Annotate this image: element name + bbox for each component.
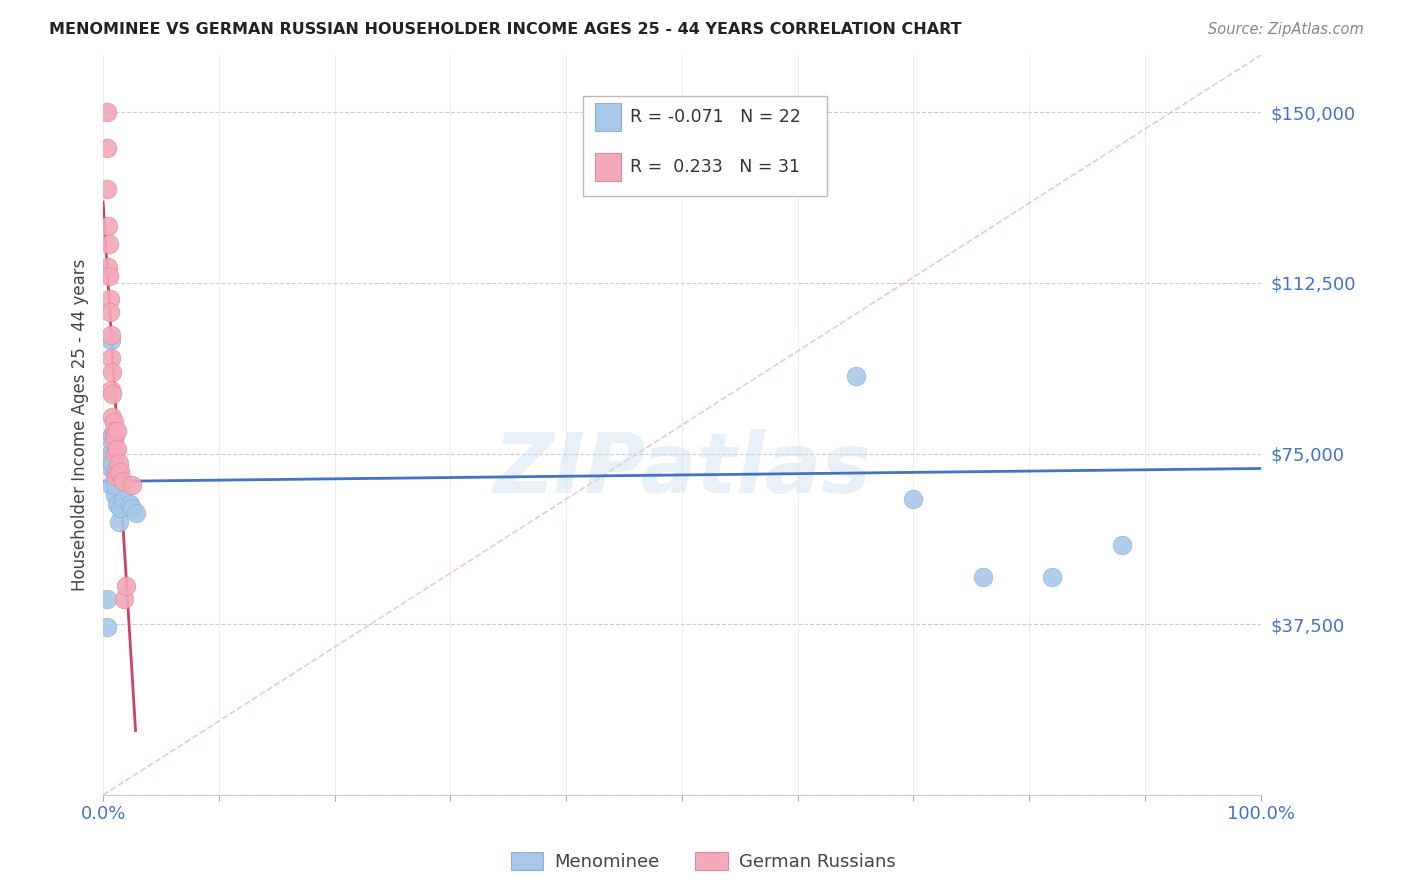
Point — [98, 460, 121, 475]
Point — [104, 487, 127, 501]
Point — [101, 456, 124, 470]
Point — [1111, 538, 1133, 552]
Point — [97, 219, 120, 233]
Y-axis label: Householder Income Ages 25 - 44 years: Householder Income Ages 25 - 44 years — [72, 259, 89, 591]
Point — [96, 105, 118, 120]
Point — [121, 501, 143, 516]
Point — [104, 465, 127, 479]
Point — [108, 456, 131, 470]
Point — [104, 428, 127, 442]
Point — [101, 410, 124, 425]
Text: R = -0.071   N = 22: R = -0.071 N = 22 — [630, 108, 800, 127]
Point — [103, 424, 125, 438]
Point — [100, 451, 122, 466]
Point — [101, 428, 124, 442]
Point — [105, 424, 128, 438]
Point — [903, 492, 925, 507]
Text: MENOMINEE VS GERMAN RUSSIAN HOUSEHOLDER INCOME AGES 25 - 44 YEARS CORRELATION CH: MENOMINEE VS GERMAN RUSSIAN HOUSEHOLDER … — [49, 22, 962, 37]
Bar — [595, 103, 620, 131]
Point — [101, 387, 124, 401]
Point — [105, 497, 128, 511]
Point — [104, 446, 127, 460]
Point — [108, 515, 131, 529]
Point — [104, 469, 127, 483]
Text: R =  0.233   N = 31: R = 0.233 N = 31 — [630, 158, 800, 176]
Point — [110, 501, 132, 516]
Point — [98, 292, 121, 306]
Point — [103, 465, 125, 479]
Point — [96, 182, 118, 196]
Point — [100, 333, 122, 347]
Point — [100, 433, 122, 447]
Point — [100, 383, 122, 397]
Point — [112, 592, 135, 607]
Point — [124, 506, 146, 520]
Text: Source: ZipAtlas.com: Source: ZipAtlas.com — [1208, 22, 1364, 37]
Legend: Menominee, German Russians: Menominee, German Russians — [503, 845, 903, 879]
Bar — [595, 153, 620, 181]
FancyBboxPatch shape — [583, 95, 827, 195]
Point — [100, 478, 122, 492]
Point — [110, 465, 132, 479]
Point — [103, 415, 125, 429]
Point — [100, 328, 122, 343]
Point — [96, 592, 118, 607]
Point — [118, 497, 141, 511]
Point — [103, 424, 125, 438]
Point — [115, 579, 138, 593]
Point — [103, 433, 125, 447]
Point — [112, 492, 135, 507]
Point — [1040, 569, 1063, 583]
Point — [97, 268, 120, 283]
Point — [121, 478, 143, 492]
Point — [96, 619, 118, 633]
Point — [107, 465, 129, 479]
Text: ZIPatlas: ZIPatlas — [494, 429, 870, 510]
Point — [105, 442, 128, 456]
Point — [100, 351, 122, 365]
Point — [96, 141, 118, 155]
Point — [844, 369, 866, 384]
Point — [786, 151, 808, 165]
Point — [101, 365, 124, 379]
Point — [98, 305, 121, 319]
Point — [104, 478, 127, 492]
Point — [98, 446, 121, 460]
Point — [97, 237, 120, 252]
Point — [111, 474, 134, 488]
Point — [972, 569, 994, 583]
Point — [97, 260, 120, 274]
